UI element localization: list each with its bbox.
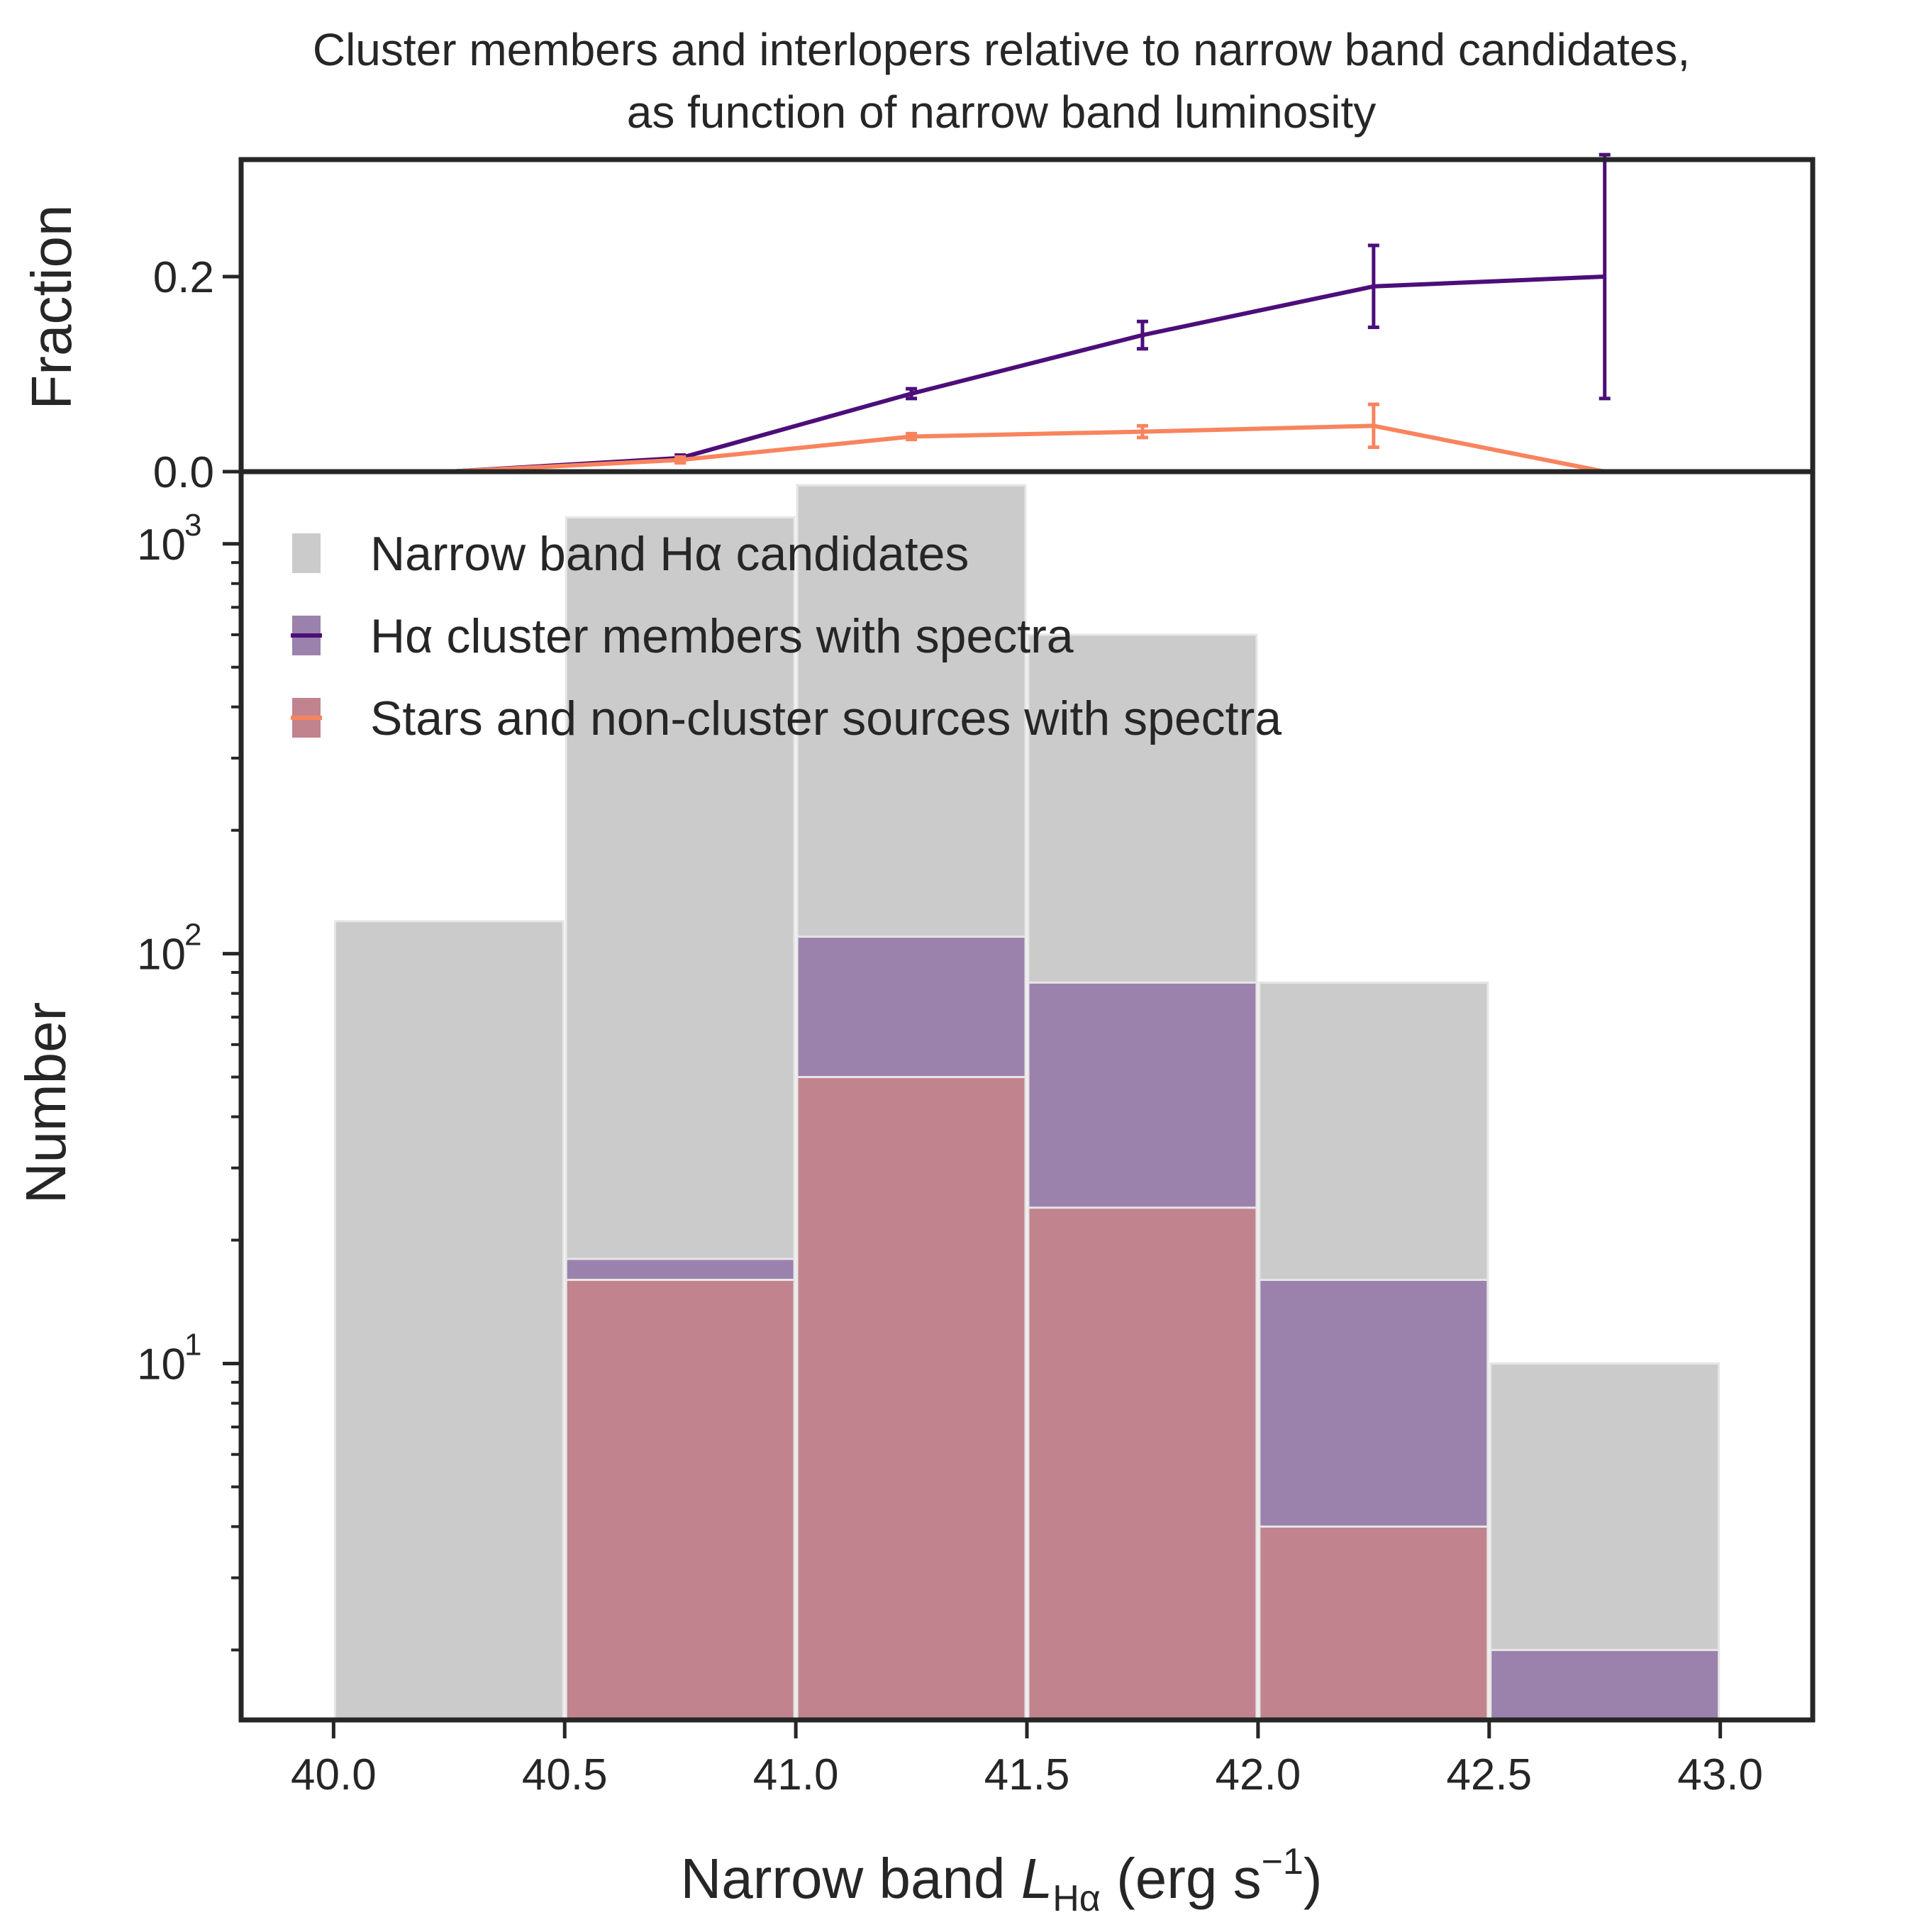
legend-label-2: Stars and non-cluster sources with spect… xyxy=(370,692,1282,745)
chart-title-line1: Cluster members and interlopers relative… xyxy=(313,24,1690,75)
x-axis-label-close: ) xyxy=(1304,1847,1323,1910)
x-axis-label: Narrow band LHα (erg s−1) xyxy=(680,1841,1322,1919)
legend-swatch-0 xyxy=(292,533,321,573)
xtick-label-5: 42.5 xyxy=(1446,1750,1532,1799)
bar-s2-bin1 xyxy=(565,1279,796,1721)
line-1 xyxy=(449,423,1606,474)
x-axis-label-exponent: −1 xyxy=(1262,1841,1304,1882)
legend-label-1: Hα cluster members with spectra xyxy=(370,609,1074,663)
xtick-label-0: 40.0 xyxy=(291,1750,377,1799)
legend: Narrow band Hα candidates Hα cluster memb… xyxy=(291,527,1282,745)
xtick-label-4: 42.0 xyxy=(1216,1750,1301,1799)
bar-s1-bin5 xyxy=(1489,1648,1721,1721)
line-0 xyxy=(449,274,1605,474)
xtick-label-2: 41.0 xyxy=(753,1750,839,1799)
bar-s2-bin3 xyxy=(1027,1206,1258,1721)
x-axis-label-unit: (erg s xyxy=(1101,1847,1262,1910)
top-ylabel: Fraction xyxy=(20,205,83,410)
x-axis-label-symbol: L xyxy=(1021,1847,1053,1910)
top-ytick-label-0: 0.0 xyxy=(153,448,214,497)
legend-label-0: Narrow band Hα candidates xyxy=(370,527,969,581)
bottom-ytick-exp-1: 2 xyxy=(184,918,201,953)
xtick-label-1: 40.5 xyxy=(522,1750,608,1799)
bottom-ytick-exp-0: 1 xyxy=(184,1327,201,1362)
bar-s2-bin2 xyxy=(796,1076,1027,1721)
xtick-label-3: 41.5 xyxy=(984,1750,1070,1799)
bar-s0-bin0 xyxy=(333,920,565,1721)
bar-s2-bin4 xyxy=(1258,1525,1489,1721)
bottom-ytick-base-2: 10 xyxy=(137,521,186,570)
fraction-lines xyxy=(449,152,1611,474)
bottom-ytick-base-1: 10 xyxy=(137,931,186,979)
x-axis-label-subscript: Hα xyxy=(1052,1878,1101,1919)
bottom-ylabel: Number xyxy=(14,1002,77,1204)
x-axis-label-prefix: Narrow band xyxy=(680,1847,1021,1910)
top-panel-frame xyxy=(238,157,1816,474)
chart-title-line2: as function of narrow band luminosity xyxy=(627,87,1377,138)
histogram-bars xyxy=(333,484,1721,1721)
top-ytick-label-1: 0.2 xyxy=(153,253,214,302)
xtick-label-6: 43.0 xyxy=(1677,1750,1763,1799)
bottom-ytick-base-0: 10 xyxy=(137,1340,186,1389)
bottom-ytick-exp-2: 3 xyxy=(184,508,201,543)
